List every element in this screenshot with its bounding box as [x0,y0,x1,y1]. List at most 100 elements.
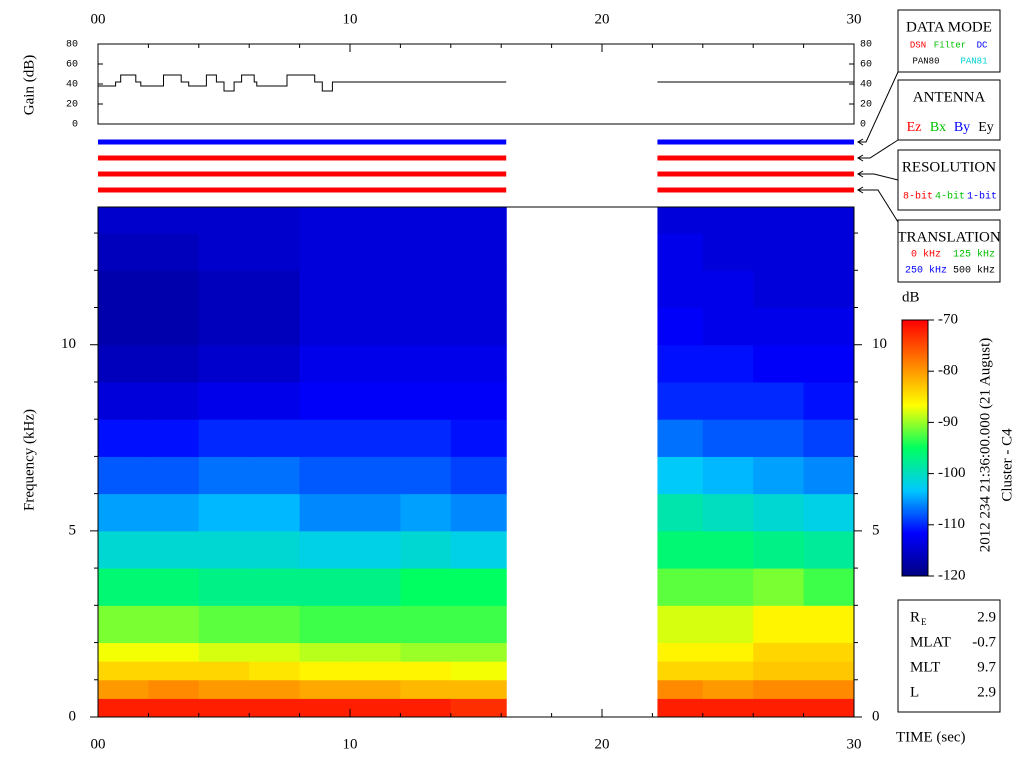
heatmap-cell [400,493,452,532]
heatmap-cell [148,661,200,681]
heatmap-cell [198,679,250,699]
heatmap-cell [450,493,507,532]
heatmap-cell [753,344,805,383]
heatmap-cell [299,344,351,383]
heatmap-cell [350,493,401,532]
heatmap-cell [148,344,200,383]
heatmap-cell [753,233,805,271]
heatmap-cell [249,661,301,681]
legend-item: 250 kHz [905,265,947,277]
y-axis-label: Gain (dB) [21,55,37,115]
legend-item: 0 kHz [911,249,941,261]
heatmap-cell [350,568,401,606]
legend-item: Filter [934,40,966,50]
heatmap-cell [753,419,805,457]
heatmap-cell [350,661,401,681]
heatmap-cell [350,456,401,495]
legend-item: Ey [978,120,994,135]
heatmap-cell [803,307,855,346]
colorbar-tick-label: -110 [938,516,965,532]
heatmap-cell [753,679,805,699]
heatmap-cell [299,456,351,495]
x-tick-label: 10 [343,736,358,752]
heatmap-cell [657,207,704,234]
heatmap-cell [299,568,351,606]
heatmap-cell [198,344,250,383]
heatmap-cell [803,344,855,383]
heatmap-cell [98,605,149,644]
heatmap-cell [753,605,805,644]
heatmap-cell [98,307,149,346]
heatmap-cell [350,344,401,383]
y-tick-label-right: 20 [860,100,872,111]
heatmap-cell [98,233,149,271]
heatmap-cell [450,679,507,699]
heatmap-cell [148,419,200,457]
heatmap-cell [753,381,805,420]
heatmap-cell [350,270,401,309]
heatmap-cell [98,493,149,532]
y-tick-label: 20 [66,100,78,111]
heatmap-cell [198,207,250,234]
legend-item: Ez [907,120,922,135]
heatmap-cell [803,568,855,606]
y-axis-label: Frequency (kHz) [21,409,37,511]
heatmap-cell [450,381,507,420]
legend-item: PAN80 [912,56,939,66]
heatmap-cell [753,642,805,662]
legend-item: DSN [910,40,926,50]
legend-item: By [954,120,970,135]
heatmap-cell [350,698,401,718]
heatmap-cell [98,456,149,495]
heatmap-cell [400,530,452,569]
mode-bar [98,155,507,161]
heatmap-cell [702,642,754,662]
y-tick-label-right: 5 [872,522,880,538]
heatmap-cell [98,419,149,457]
heatmap-cell [198,642,250,662]
heatmap-cell [657,381,704,420]
heatmap-cell [198,661,250,681]
legend-item: Bx [930,120,946,135]
heatmap-cell [657,456,704,495]
heatmap-cell [753,493,805,532]
heatmap-cell [753,207,805,234]
heatmap-cell [657,698,704,718]
orbit-value: 2.9 [977,609,996,625]
x-tick-label: 30 [847,11,862,27]
x-tick-label: 00 [91,11,106,27]
heatmap-cell [198,270,250,309]
mode-bar [657,187,854,193]
heatmap-cell [450,307,507,346]
orbit-label: MLAT [910,634,951,650]
heatmap-cell [98,344,149,383]
heatmap-cell [702,307,754,346]
heatmap-cell [753,530,805,569]
legend-title: DATA MODE [906,19,992,35]
heatmap-cell [450,605,507,644]
heatmap-cell [299,307,351,346]
heatmap-cell [249,698,301,718]
heatmap-cell [450,207,507,234]
heatmap-cell [657,493,704,532]
plot-frame [97,206,855,718]
heatmap-cell [657,661,704,681]
heatmap-cell [249,419,301,457]
heatmap-cell [148,456,200,495]
heatmap-cell [249,568,301,606]
heatmap-cell [98,568,149,606]
heatmap-cell [400,233,452,271]
heatmap-cell [400,642,452,662]
heatmap-cell [450,344,507,383]
heatmap-cell [198,456,250,495]
legend-item: 4-bit [935,191,965,203]
heatmap-cell [350,381,401,420]
heatmap-cell [350,679,401,699]
heatmap-cell [350,530,401,569]
heatmap-cell [299,419,351,457]
heatmap-cell [299,270,351,309]
heatmap-cell [198,233,250,271]
heatmap-cell [198,568,250,606]
legend-frames [857,9,1001,713]
heatmap-cell [249,233,301,271]
